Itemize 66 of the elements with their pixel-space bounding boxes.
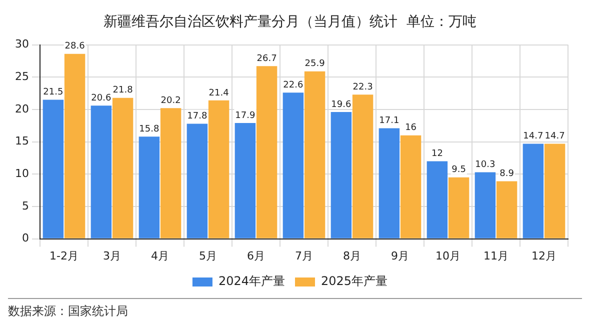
bar (474, 172, 496, 238)
x-tick-label: 10月 (436, 249, 460, 262)
y-tick-label: 15 (14, 134, 29, 148)
chart-title: 新疆维吾尔自治区饮料产量分月（当月值）统计 单位：万吨 (104, 14, 476, 30)
data-label: 21.4 (208, 88, 230, 98)
bar (352, 94, 374, 238)
bar (138, 136, 160, 238)
x-tick-label: 7月 (295, 249, 313, 262)
bar (522, 144, 544, 238)
y-tick-label: 30 (14, 38, 29, 51)
bar (42, 100, 64, 238)
bar (64, 54, 86, 238)
data-label: 14.7 (544, 132, 565, 142)
bar (304, 71, 326, 238)
bar (448, 177, 470, 238)
x-tick-label: 8月 (343, 249, 361, 262)
y-tick-label: 10 (14, 166, 29, 180)
legend-label: 2025年产量 (321, 274, 388, 288)
data-label: 22.6 (283, 80, 304, 90)
bar (496, 181, 518, 238)
data-label: 28.6 (64, 42, 86, 52)
x-tick-label: 4月 (151, 249, 169, 262)
data-label: 21.8 (112, 86, 134, 96)
x-tick-label: 12月 (532, 249, 556, 262)
bar (400, 135, 422, 238)
source-note: 数据来源：国家统计局 (8, 304, 128, 318)
data-label: 20.6 (91, 93, 112, 104)
bar (208, 100, 230, 238)
legend-label: 2024年产量 (218, 274, 286, 288)
data-label: 8.9 (500, 169, 514, 180)
data-label: 16 (405, 123, 417, 134)
data-label: 17.8 (187, 112, 208, 122)
bar (112, 98, 134, 238)
x-tick-label: 11月 (484, 249, 508, 262)
bar (544, 144, 566, 238)
y-tick-label: 20 (14, 102, 29, 116)
data-label: 20.2 (160, 96, 181, 106)
bar (160, 108, 182, 238)
data-label: 22.3 (352, 82, 373, 92)
data-label: 21.5 (43, 88, 64, 98)
data-label: 19.6 (331, 100, 352, 110)
y-tick-label: 0 (22, 232, 29, 245)
data-label: 14.7 (523, 132, 544, 142)
data-label: 10.3 (475, 160, 496, 170)
x-tick-label: 6月 (247, 249, 265, 262)
data-label: 9.5 (452, 165, 466, 176)
x-tick-label: 3月 (102, 249, 121, 262)
bar (426, 161, 448, 238)
x-tick-label: 9月 (391, 249, 409, 262)
data-label: 17.1 (379, 116, 400, 126)
y-tick-label: 25 (14, 70, 29, 83)
bar (330, 112, 352, 238)
bar (282, 92, 304, 238)
bar (256, 66, 278, 238)
data-label: 25.9 (304, 59, 326, 70)
bar (234, 123, 256, 238)
data-label: 26.7 (256, 54, 277, 64)
bar (90, 106, 112, 238)
data-label: 12 (431, 149, 443, 160)
bar (378, 128, 400, 238)
y-tick-label: 5 (22, 199, 29, 212)
x-tick-label: 1-2月 (50, 249, 78, 262)
data-label: 17.9 (235, 110, 256, 121)
bar (186, 124, 208, 238)
data-label: 15.8 (139, 124, 160, 134)
x-tick-label: 5月 (199, 249, 217, 262)
